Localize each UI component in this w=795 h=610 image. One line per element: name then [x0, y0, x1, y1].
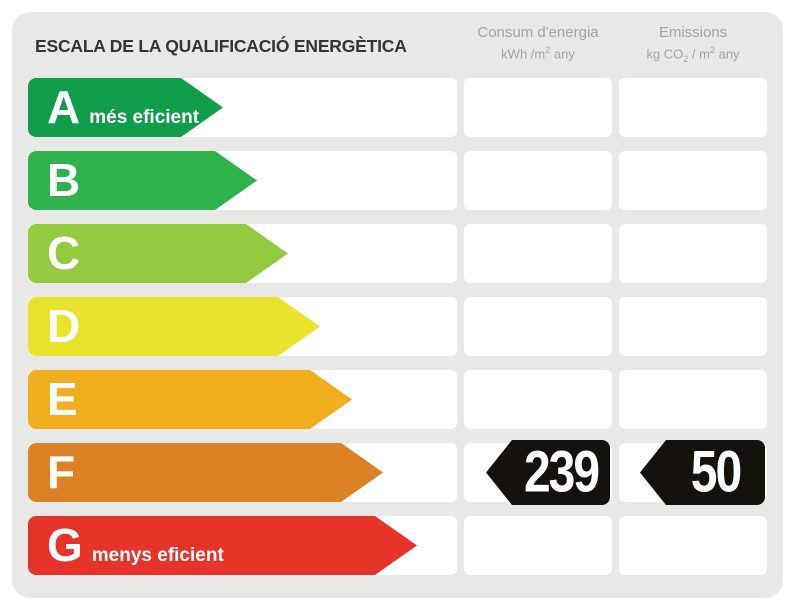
rating-row-e: E	[28, 370, 767, 429]
emissions-unit-pre: kg CO	[646, 46, 684, 62]
rating-letter-f: F	[47, 446, 76, 498]
rating-row-g: G menys eficient	[28, 516, 767, 575]
rating-row-c: C	[28, 224, 767, 283]
rating-row-d: D	[28, 297, 767, 356]
rating-row-a: A més eficient	[28, 78, 767, 137]
bar-track-d: D	[28, 297, 457, 356]
consum-column-unit: kWh /m2 any	[464, 45, 612, 61]
consum-cell-f: 239	[464, 440, 612, 505]
consum-cell-b	[464, 151, 612, 210]
consum-column-title: Consum d'energia	[477, 24, 599, 41]
rating-note-a: més eficient	[89, 107, 200, 128]
emissions-cell-f: 50	[619, 440, 767, 505]
column-header-consum: Consum d'energia kWh /m2 any	[464, 24, 612, 61]
rating-letter-a: A	[47, 81, 81, 133]
bar-track-g: G menys eficient	[28, 516, 457, 575]
bar-track-e: E	[28, 370, 457, 429]
emissions-unit-sub: 2	[683, 53, 689, 64]
bar-track-b: B	[28, 151, 457, 210]
rating-bar-g: G menys eficient	[28, 516, 417, 575]
rating-letter-g: G	[47, 519, 83, 571]
consum-unit-tail: any	[550, 46, 575, 62]
bar-track-f: F	[28, 443, 457, 502]
consum-value-badge: 239	[486, 440, 610, 505]
emissions-cell-a	[619, 78, 767, 137]
consum-cell-a	[464, 78, 612, 137]
rating-letter-c: C	[47, 227, 81, 279]
emissions-cell-b	[619, 151, 767, 210]
emissions-cell-c	[619, 224, 767, 283]
emissions-value-badge: 50	[640, 440, 765, 505]
emissions-unit-mid: / m	[688, 46, 710, 62]
rating-bar-c: C	[28, 224, 288, 283]
emissions-column-unit: kg CO2 / m2 any	[619, 45, 767, 64]
rating-bar-a: A més eficient	[28, 78, 223, 137]
column-header-emissions: Emissions kg CO2 / m2 any	[619, 24, 767, 64]
rating-rows: A més eficient B C	[28, 78, 767, 575]
rating-bar-e: E	[28, 370, 352, 429]
rating-bar-f: F	[28, 443, 383, 502]
emissions-cell-e	[619, 370, 767, 429]
emissions-cell-d	[619, 297, 767, 356]
emissions-unit-sup: 2	[709, 45, 715, 55]
consum-unit-main: kWh /m	[501, 46, 546, 62]
rating-letter-d: D	[47, 300, 81, 352]
energy-label-panel: ESCALA DE LA QUALIFICACIÓ ENERGÈTICA Con…	[12, 12, 783, 598]
rating-letter-b: B	[47, 154, 81, 206]
emissions-column-title: Emissions	[658, 24, 728, 41]
rating-letter-e: E	[47, 373, 78, 425]
rating-bar-b: B	[28, 151, 257, 210]
consum-value: 239	[523, 440, 600, 505]
consum-unit-sup: 2	[545, 45, 551, 55]
bar-track-c: C	[28, 224, 457, 283]
consum-cell-d	[464, 297, 612, 356]
emissions-unit-tail: any	[714, 46, 740, 62]
emissions-cell-g	[619, 516, 767, 575]
bar-track-a: A més eficient	[28, 78, 457, 137]
rating-bar-d: D	[28, 297, 320, 356]
consum-cell-g	[464, 516, 612, 575]
rating-row-f: F 239 50	[28, 440, 767, 505]
consum-cell-c	[464, 224, 612, 283]
rating-note-g: menys eficient	[91, 545, 224, 566]
emissions-value: 50	[690, 440, 742, 505]
consum-cell-e	[464, 370, 612, 429]
page-title: ESCALA DE LA QUALIFICACIÓ ENERGÈTICA	[35, 36, 407, 56]
rating-row-b: B	[28, 151, 767, 210]
